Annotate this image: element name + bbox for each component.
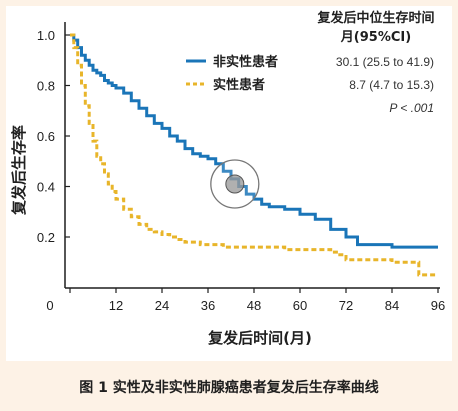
y-tick-label: 1.0	[37, 28, 55, 43]
legend-header-line2: 月(95%CI)	[340, 30, 411, 45]
series-layer	[70, 33, 438, 277]
median-solid: 8.7 (4.7 to 15.3)	[349, 78, 434, 92]
x-tick-label: 12	[109, 298, 123, 313]
highlight-marker	[210, 159, 260, 209]
curve-solid	[70, 33, 438, 277]
y-tick-label: 0.6	[37, 129, 55, 144]
y-ticks: 0.2 0.4 0.6 0.8 1.0	[37, 28, 70, 245]
x-axis-title: 复发后时间(月)	[207, 329, 312, 347]
x-tick-label: 72	[339, 298, 353, 313]
curve-nonsolid	[70, 33, 438, 249]
x-tick-label: 36	[201, 298, 215, 313]
figure-caption: 图 1 实性及非实性肺腺癌患者复发后生存率曲线	[79, 379, 379, 396]
x-tick-label: 24	[155, 298, 169, 313]
x-tick-label: 0	[46, 298, 53, 313]
highlight-dot	[225, 174, 245, 194]
x-tick-label: 84	[385, 298, 399, 313]
y-axis-title: 复发后生存率	[10, 125, 28, 216]
y-tick-label: 0.2	[37, 230, 55, 245]
median-nonsolid: 30.1 (25.5 to 41.9)	[336, 55, 434, 69]
y-tick-label: 0.8	[37, 79, 55, 94]
legend-label-solid: 实性患者	[213, 77, 265, 93]
x-tick-label: 60	[293, 298, 307, 313]
x-ticks: 0 12 24 36 48 60 72 84 96	[46, 288, 445, 313]
x-tick-label: 96	[431, 298, 445, 313]
x-tick-label: 48	[247, 298, 261, 313]
legend-header-line1: 复发后中位生存时间	[316, 10, 434, 26]
y-tick-label: 0.4	[37, 180, 55, 195]
legend-label-nonsolid: 非实性患者	[213, 54, 278, 70]
p-value: P < .001	[389, 101, 434, 115]
